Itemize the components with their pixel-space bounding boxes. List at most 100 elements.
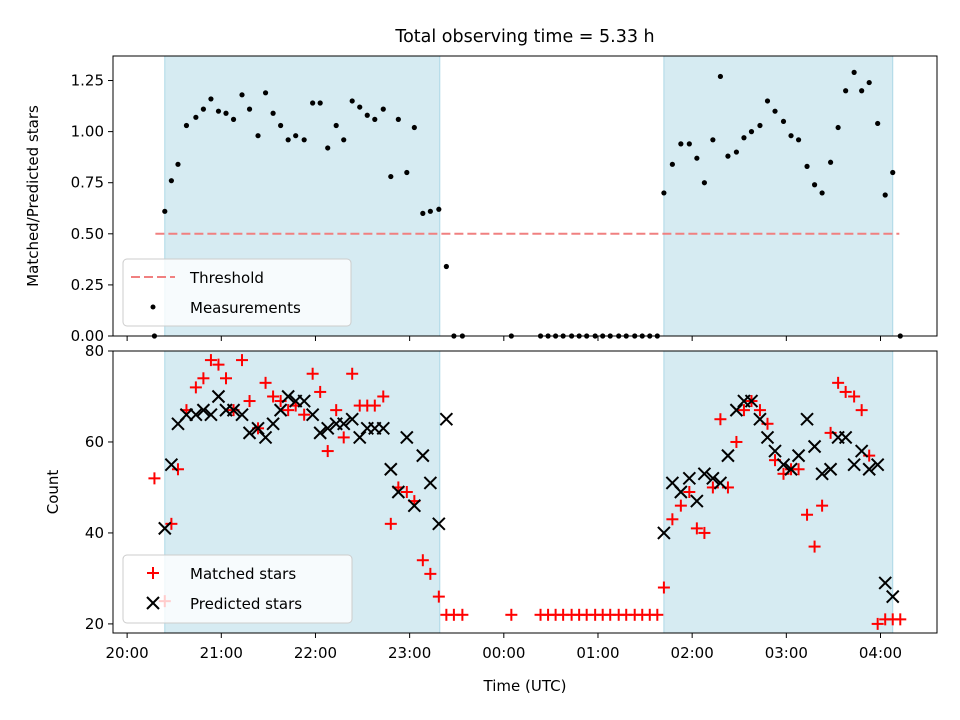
measurement-point [725,153,731,159]
predicted-star-marker [258,430,273,445]
matched-star-marker [416,554,429,567]
measurement-point [239,92,245,98]
shaded-interval-1 [663,56,893,336]
predicted-star-marker-b [862,462,876,476]
measurement-point [780,118,787,125]
y-tick-label: 80 [85,342,104,360]
predicted-star-marker-b [281,389,295,404]
matched-star-marker [259,376,272,389]
matched-stars-legend-swatch [147,567,159,579]
predicted-star-marker-b [729,403,744,417]
predicted-star-marker [164,458,179,472]
predicted-star-marker [690,494,704,508]
predicted-star-marker [235,407,249,422]
predicted-star-marker-b [823,462,838,476]
predicted-star-marker-b [439,412,454,426]
predicted-star-marker-b [432,517,446,531]
measurement-point [866,79,872,86]
matched-star-marker [792,463,805,476]
measurement-point [661,190,667,196]
matched-star-marker [855,404,868,417]
measurement-point [310,100,316,106]
predicted-star-marker-b [305,407,320,422]
measurement-point [270,110,276,116]
predicted-star-marker [784,462,798,476]
predicted-star-marker-b [313,426,327,440]
measurement-point [341,137,347,143]
predicted-star-marker-b [258,430,273,445]
matched-star-marker [801,508,814,521]
predicted-star-marker-b [838,430,853,445]
predicted-star-marker-b [784,462,798,476]
x-tick-label: 23:00 [388,644,431,662]
predicted-star-marker [211,389,226,404]
predicted-star-marker [189,407,203,422]
predicted-star-marker [776,458,791,472]
measurement-point [255,133,261,139]
matched-star-marker [368,399,381,412]
matched-star-marker [848,390,861,403]
predicted-star-marker [713,476,728,490]
measurement-point [757,122,763,129]
matched-star-marker [674,499,687,512]
predicted-star-marker [407,498,422,513]
predicted-star-marker [854,444,869,458]
shaded-interval-1 [663,351,893,633]
predicted-star-marker-b [657,526,671,540]
predicted-star-marker [196,403,211,417]
predicted-star-marker-b [345,412,359,426]
predicted-star-marker [337,417,351,431]
measurement-point [827,159,834,165]
matched-star-marker [384,517,397,530]
matched-star-marker [683,486,696,498]
matched-star-marker [282,404,295,417]
bottom-legend: Matched stars Predicted stars [122,554,353,624]
measurement-point [890,169,896,176]
predicted-star-marker-b [665,476,680,490]
measurement-point [748,129,755,135]
top-panel: 0.00 0.25 0.50 0.75 1.00 1.25 Total observing… [24,27,938,345]
x-tick-label: 04:00 [859,644,902,662]
predicted-star-marker-b [416,448,430,463]
measurement-point [317,100,323,106]
predicted-star-marker-b [423,476,438,490]
predicted-star-marker-b [870,458,885,472]
x-axis-label: Time (UTC) [483,677,567,695]
matched-star-marker [306,367,319,380]
predicted-star-marker-b [776,458,791,472]
matched-star-marker [314,385,327,398]
matched-star-marker [189,381,202,394]
measurement-point [843,88,849,94]
measurement-point [694,155,700,161]
predicted-star-marker [226,403,241,417]
predicted-star-marker [760,430,775,445]
predicted-star-marker [242,426,257,440]
predicted-star-marker-b [211,389,226,404]
measurement-point [701,180,707,186]
measurement-point [380,106,386,112]
measurement-point [882,192,888,198]
predicted-star-marker [791,448,806,463]
predicted-star-marker [870,458,885,472]
measurement-point [262,90,269,96]
measurement-point [357,104,363,110]
matched-star-marker [171,463,184,476]
predicted-star-marker-b [297,394,311,408]
predicted-star-marker [345,412,359,426]
predicted-star-marker-b [674,485,688,499]
chart-title: Total observing time = 5.33 h [394,27,654,47]
matched-star-marker [666,513,679,526]
predicted-star-marker [353,430,367,445]
measurements-legend-label: Measurements [190,299,301,317]
predicted-star-marker-b [266,417,280,431]
measurement-point [200,106,207,112]
matched-star-marker [714,413,727,426]
predicted-star-marker-b [753,412,767,426]
predicted-star-marker-b [854,444,869,458]
predicted-star-marker [706,471,720,486]
predicted-star-marker [838,430,853,445]
threshold-legend-label: Threshold [189,269,264,287]
y-tick-label: 1.00 [71,123,104,141]
measurement-point [223,110,229,116]
predicted-star-marker [266,417,280,431]
